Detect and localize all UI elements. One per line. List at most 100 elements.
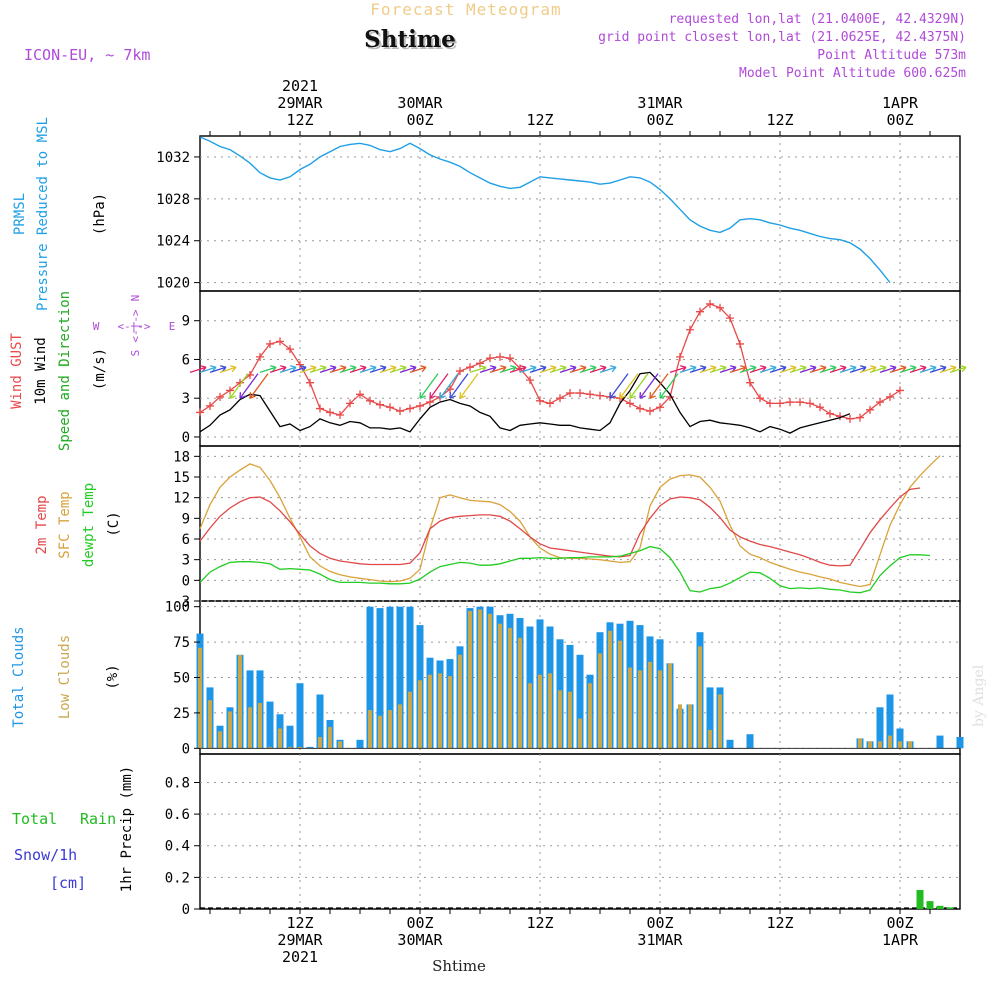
- prmsl-label: PRMSL: [12, 193, 28, 235]
- wind-direction-arrow: [909, 366, 927, 373]
- low-cloud-bar: [468, 610, 472, 749]
- gust-label: Wind GUST: [9, 333, 25, 409]
- wind-direction-arrow: [519, 366, 537, 373]
- wind-direction-arrowhead: [609, 392, 616, 399]
- wind-direction-arrow: [349, 366, 367, 373]
- bottom-time-label: 12Z: [526, 914, 553, 932]
- low-cloud-bar: [598, 653, 602, 749]
- wind-direction-arrowhead: [649, 392, 656, 399]
- wind-direction-arrowhead: [429, 392, 436, 399]
- low-cloud-bar: [398, 704, 402, 749]
- wind-direction-arrow: [209, 366, 227, 373]
- low-cloud-label: Low Clouds: [57, 635, 73, 719]
- gust-marker: [756, 394, 764, 403]
- clouds-ytick-label: 50: [173, 671, 190, 687]
- low-cloud-bar: [278, 728, 282, 749]
- gust-marker: [806, 399, 814, 408]
- rain-bar: [926, 901, 934, 909]
- gust-marker: [596, 391, 604, 400]
- gust-marker: [566, 389, 574, 398]
- wind-direction-arrow: [829, 366, 847, 373]
- gust-marker: [506, 354, 514, 363]
- low-cloud-bar: [428, 674, 432, 749]
- wind-ytick-label: 3: [182, 391, 190, 407]
- total-cloud-bar: [306, 746, 314, 749]
- wind-unit: (m/s): [92, 348, 108, 390]
- wind-direction-arrow: [309, 366, 327, 373]
- gust-marker: [456, 367, 464, 376]
- low-cloud-bar: [898, 741, 902, 749]
- bottom-time-label: 00Z: [886, 914, 913, 932]
- gust-marker: [546, 399, 554, 408]
- low-cloud-bar: [328, 727, 332, 749]
- wind-direction-arrow: [279, 366, 297, 373]
- gust-marker: [366, 396, 374, 405]
- wind-direction-arrow: [869, 366, 887, 373]
- wind-ytick-label: 6: [182, 352, 190, 368]
- low-cloud-bar: [658, 670, 662, 749]
- clouds-ytick-label: 25: [173, 706, 190, 722]
- pressure-ytick-label: 1032: [156, 150, 190, 166]
- wind-direction-arrow: [399, 366, 417, 373]
- wind-direction-arrow: [919, 366, 937, 373]
- total-cloud-bar: [406, 606, 414, 749]
- wind-direction-arrow: [629, 373, 649, 399]
- gust-marker: [476, 359, 484, 368]
- gust-marker: [826, 409, 834, 418]
- low-cloud-bar: [378, 715, 382, 749]
- gust-marker: [896, 386, 904, 395]
- clouds-ytick-label: 0: [182, 741, 190, 757]
- gust-marker: [486, 354, 494, 363]
- total-cloud-bar: [956, 737, 964, 749]
- gust-marker: [796, 398, 804, 407]
- total-cloud-bar: [356, 739, 364, 749]
- wind-direction-arrow: [699, 366, 717, 373]
- wind-direction-arrow: [949, 366, 967, 373]
- top-time-label: 00Z: [406, 111, 433, 129]
- wind-direction-arrowhead: [249, 392, 256, 399]
- wind-direction-arrowhead: [420, 365, 427, 373]
- temperature-ytick-label: 0: [182, 573, 190, 589]
- cloud-labels: Total Clouds Low Clouds (%): [11, 626, 121, 727]
- gust-marker: [536, 396, 544, 405]
- wind-direction-arrow: [489, 366, 507, 373]
- wind-direction-arrow: [659, 373, 679, 399]
- wind-direction-arrow: [639, 373, 659, 399]
- total-cloud-bar: [286, 725, 294, 749]
- low-cloud-bar: [198, 647, 202, 749]
- wind-ytick-label: 9: [182, 314, 190, 330]
- low-cloud-bar: [488, 613, 492, 749]
- wind-direction-arrow: [569, 366, 587, 373]
- wind-direction-arrow: [479, 366, 497, 373]
- gust-marker: [726, 314, 734, 323]
- compass-n: N: [129, 295, 142, 302]
- precip-ytick-label: 0.2: [165, 870, 190, 886]
- low-cloud-bar: [698, 646, 702, 749]
- wind-direction-arrowhead: [619, 392, 626, 399]
- top-time-label: 12Z: [526, 111, 553, 129]
- gust-marker: [856, 413, 864, 422]
- wind-direction-arrow: [729, 366, 747, 373]
- gust-marker: [636, 404, 644, 413]
- low-cloud-bar: [508, 627, 512, 749]
- low-cloud-bar: [638, 670, 642, 749]
- low-cloud-bar: [438, 673, 442, 749]
- wind-direction-arrow: [859, 366, 877, 373]
- precip-ytick-label: 0: [182, 902, 190, 918]
- wind-direction-arrowhead: [419, 392, 426, 399]
- low-cloud-bar: [888, 735, 892, 749]
- wind-direction-arrow: [769, 366, 787, 373]
- temp-panel-frame: [199, 445, 961, 602]
- temperature-ytick-label: 6: [182, 532, 190, 548]
- rain-bar: [936, 905, 944, 909]
- gust-marker: [556, 394, 564, 403]
- total-cloud-bar: [726, 739, 734, 749]
- total-cloud-bar: [316, 694, 324, 749]
- low-cloud-bar: [268, 746, 272, 749]
- t2m-line: [199, 487, 921, 567]
- temp-labels: 2m Temp SFC Temp dewpt Temp (C): [34, 483, 122, 567]
- top-time-label: 00Z: [886, 111, 913, 129]
- temperature-ytick-label: 18: [173, 449, 190, 465]
- sfc-temp-line: [199, 455, 941, 588]
- wind-direction-arrow: [499, 366, 517, 373]
